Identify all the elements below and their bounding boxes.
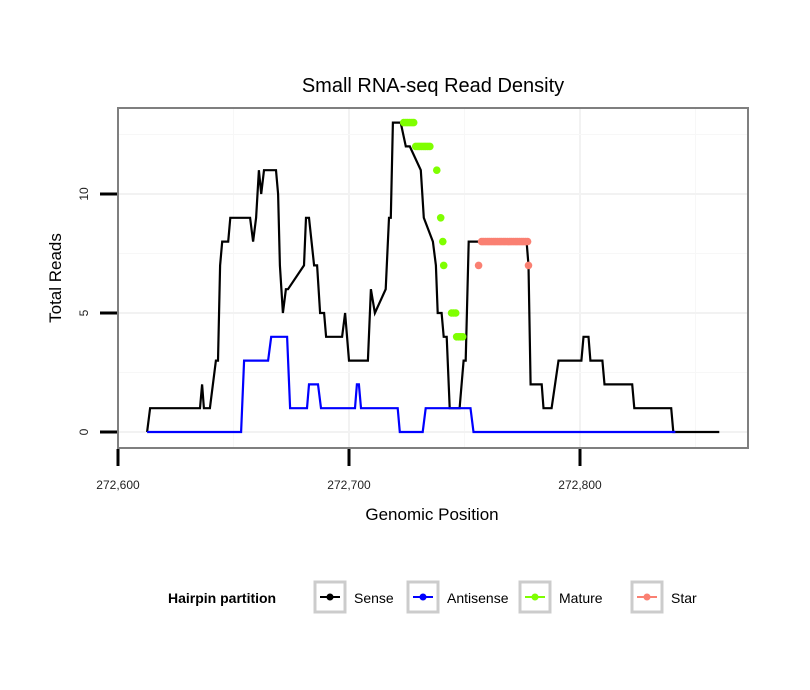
legend-item-star: Star bbox=[630, 580, 697, 614]
mature-point bbox=[451, 309, 460, 317]
sense-line bbox=[146, 121, 720, 434]
antisense-line bbox=[147, 335, 676, 434]
mature-point bbox=[432, 166, 441, 174]
legend-title: Hairpin partition bbox=[168, 590, 276, 606]
x-tick-label: 272,700 bbox=[327, 478, 371, 492]
y-tick-label: 0 bbox=[77, 428, 91, 435]
legend-label-star: Star bbox=[671, 590, 697, 606]
legend-label-mature: Mature bbox=[559, 590, 603, 606]
legend-label-sense: Sense bbox=[354, 590, 394, 606]
star-point bbox=[474, 261, 483, 270]
mature-point bbox=[436, 214, 445, 222]
legend-marker-star bbox=[643, 593, 651, 601]
x-axis: 272,600 272,700 272,800 bbox=[96, 449, 602, 492]
star-point bbox=[524, 261, 533, 270]
x-axis-title: Genomic Position bbox=[365, 505, 498, 524]
legend-item-sense: Sense bbox=[313, 580, 394, 614]
y-tick-label: 10 bbox=[77, 187, 91, 201]
legend: Hairpin partition Sense Antisense Mature St… bbox=[168, 580, 697, 614]
legend-item-antisense: Antisense bbox=[406, 580, 509, 614]
mature-point bbox=[439, 261, 448, 270]
legend-items: Sense Antisense Mature Star bbox=[313, 580, 697, 614]
mature-point bbox=[438, 237, 447, 246]
chart-title: Small RNA-seq Read Density bbox=[302, 75, 564, 97]
legend-marker-mature bbox=[531, 593, 539, 601]
y-tick-label: 5 bbox=[77, 309, 91, 316]
legend-marker-sense bbox=[326, 593, 334, 601]
plot-panel bbox=[117, 107, 749, 449]
legend-item-mature: Mature bbox=[518, 580, 603, 614]
x-tick-label: 272,800 bbox=[558, 478, 602, 492]
series-layer bbox=[146, 118, 720, 434]
legend-label-antisense: Antisense bbox=[447, 590, 509, 606]
y-axis-title: Total Reads bbox=[46, 233, 65, 323]
plot-panel-border bbox=[117, 107, 749, 449]
mature-point bbox=[458, 333, 467, 341]
mature-point bbox=[409, 118, 418, 127]
plot-panel-background bbox=[118, 108, 748, 448]
star-point bbox=[523, 237, 532, 246]
y-axis: 0 5 10 bbox=[77, 187, 117, 435]
mature-point bbox=[426, 142, 434, 151]
legend-marker-antisense bbox=[419, 593, 427, 601]
x-tick-label: 272,600 bbox=[96, 478, 140, 492]
